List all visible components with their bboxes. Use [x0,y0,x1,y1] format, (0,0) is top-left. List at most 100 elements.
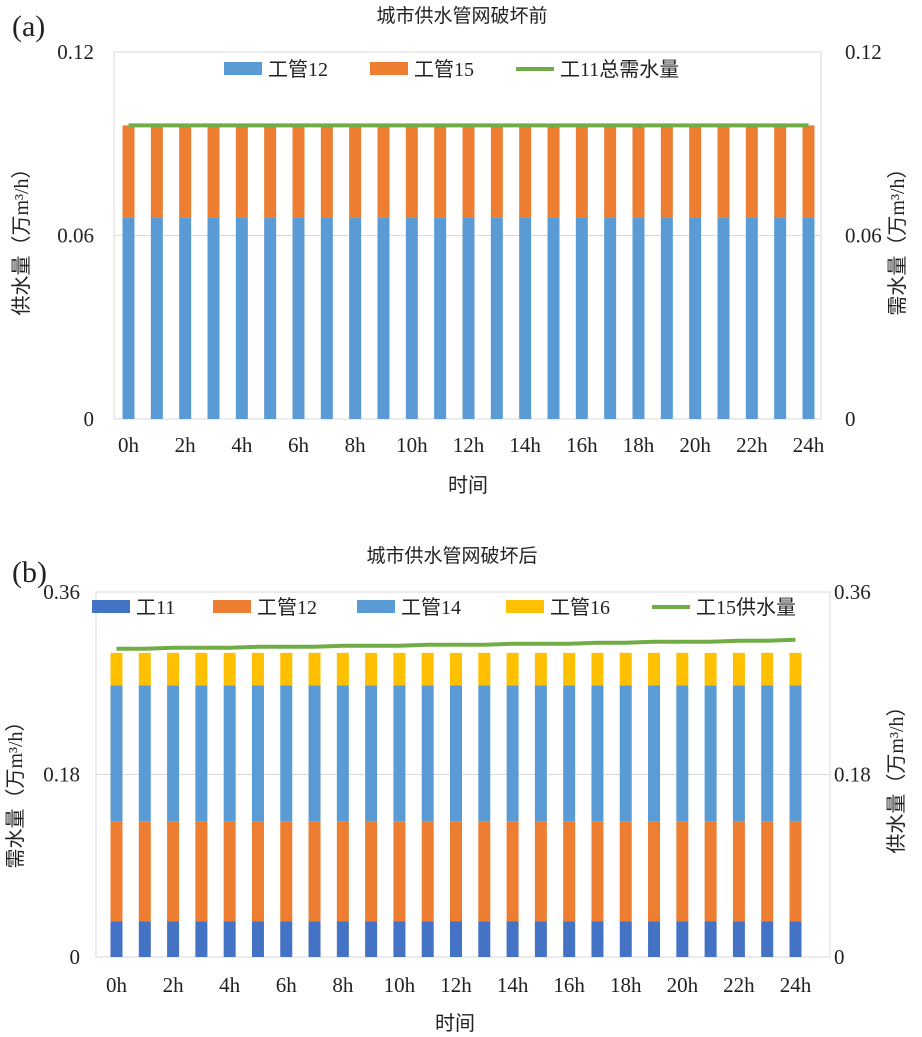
bar-segment [732,685,745,822]
bar-segment [179,125,192,218]
legend-label: 工管15 [414,58,474,81]
x-tick-label: 6h [276,973,298,997]
bar-segment [421,685,434,822]
legend-label: 工11 [136,597,175,619]
y-axis-left-a: 0 0.06 0.12 [57,40,94,431]
bar-segment [195,921,208,957]
bar-segment [308,685,321,822]
bar-segment [110,685,123,822]
bar-segment [223,821,236,922]
bar-segment [789,821,802,922]
x-tick-label: 0h [118,433,140,457]
bar-segment [138,821,151,922]
bar-segment [207,125,220,218]
y-axis-right-b: 0 0.18 0.36 [834,580,871,969]
bar-segment [604,125,617,218]
bar-segment [308,921,321,957]
bar-segment [336,921,349,957]
y-label-right-b: 供水量（万m³/h） [885,696,908,853]
x-tick-label: 12h [440,973,472,997]
y-tick-label-right: 0 [845,407,856,431]
bar-segment [365,921,378,957]
bar-segment [676,821,689,922]
bar-segment [110,921,123,957]
bar-segment [207,217,220,419]
bar-segment [563,921,576,957]
y-tick-label-left: 0.36 [43,580,80,604]
y-label-left-a: 供水量（万m³/h） [10,158,33,315]
bar-segment [534,921,547,957]
bar-segment [547,125,560,218]
bar-segment [802,125,815,218]
bar-segment [563,685,576,822]
bar-segment [450,821,462,922]
bar-segment [506,685,519,822]
bar-segment [349,125,362,218]
x-tick-label: 22h [723,973,755,997]
bar-segment [802,217,815,419]
bar-segment [632,125,645,218]
y-axis-left-b: 0 0.18 0.36 [43,580,80,969]
bar-segment [365,652,378,686]
bar-segment [478,921,491,957]
bar-segment [405,125,418,218]
bar-segment [648,652,661,686]
bar-segment [308,821,321,922]
bar-segment [534,821,547,922]
bar-segment [619,685,632,822]
x-tick-label: 20h [679,433,711,457]
bar-segment [251,652,264,686]
legend-swatch [370,62,408,75]
bar-segment [563,652,576,686]
bar-segment [280,921,293,957]
bar-segment [789,921,802,957]
x-tick-label: 24h [793,433,825,457]
y-tick-label-right: 0.06 [845,224,882,248]
bar-segment [280,652,293,686]
bar-segment [223,921,236,957]
bar-segment [745,125,758,218]
legend-a: 工管12 工管15 工11总需水量 [224,58,679,81]
bar-segment [349,217,362,419]
y-tick-label-left: 0 [70,945,81,969]
x-tick-label: 2h [163,973,185,997]
y-tick-label-right: 0.12 [845,40,882,64]
x-tick-label: 14h [497,973,529,997]
bar-segment [167,652,180,686]
bar-segment [563,821,576,922]
legend-label: 工15供水量 [696,596,796,619]
bar-segment [251,821,264,922]
bar-segment [150,125,163,218]
bar-segment [122,217,135,419]
bar-segment [660,217,673,419]
bar-segment [421,652,434,686]
legend-label: 工管12 [268,58,328,81]
x-tick-label: 16h [566,433,598,457]
bar-segment [235,125,248,218]
bar-segment [264,217,277,419]
bar-segment [478,652,491,686]
x-tick-label: 16h [553,973,585,997]
bar-segment [534,685,547,822]
bar-segment [619,821,632,922]
bar-segment [704,652,717,686]
bar-segment [223,685,236,822]
bar-segment [377,125,390,218]
x-tick-label: 6h [288,433,310,457]
bar-segment [761,821,774,922]
x-tick-label: 4h [231,433,253,457]
bar-segment [264,125,277,218]
bar-segment [150,217,163,419]
bar-segment [110,652,123,686]
chart-title-a: 城市供水管网破坏前 [376,5,547,27]
bar-segment [774,217,787,419]
x-axis-b: 0h 2h 4h 6h 8h 10h 12h 14h 16h 18h 20h 22h 24h [106,973,812,997]
x-tick-label: 12h [453,433,485,457]
bar-segment [393,821,406,922]
bar-segment [648,821,661,922]
bar-segment [167,685,180,822]
bar-segment [450,921,462,957]
panel-label-b: (b) [12,556,47,589]
bar-segment [632,217,645,419]
